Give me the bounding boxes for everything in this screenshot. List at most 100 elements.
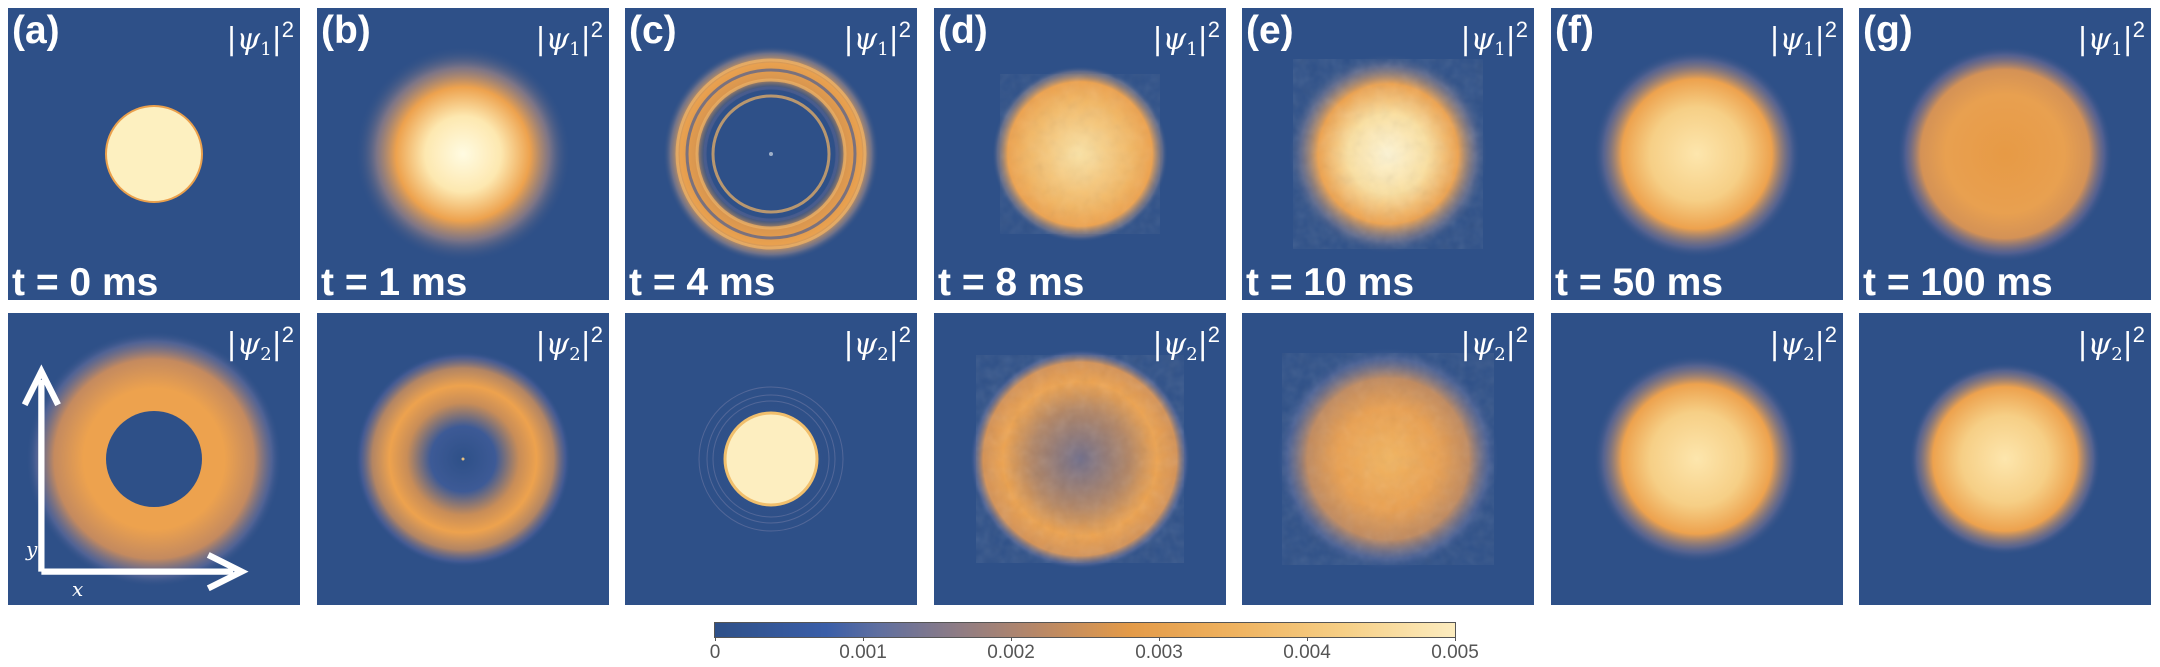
axes-indicator [21,364,249,592]
psi-label: |ψ2|2 [535,322,603,365]
colorbar-tick-label: 0.005 [1431,642,1479,663]
psi-label: |ψ2|2 [1152,322,1220,365]
interference-ring [706,394,836,524]
psi-exponent: 2 [1824,17,1837,42]
density-map [105,105,203,203]
density-cloud [355,46,571,262]
colorbar-tick-mark [1307,637,1308,641]
density-panel-row2-col2: |ψ2|2 [317,313,609,605]
psi-label: |ψ1|2 [1769,17,1837,60]
colorbar-tick-mark [1011,637,1012,641]
panel-label: (c) [629,9,677,52]
density-cloud [1593,355,1801,563]
density-map [1909,363,2101,555]
psi-index: 1 [1494,39,1506,60]
psi-symbol: ψ [545,327,570,362]
psi-exponent: 2 [1824,322,1837,347]
psi-symbol: ψ [1779,22,1804,57]
speckle-texture [1000,74,1160,234]
density-map [663,46,879,262]
panel-label: (f) [1555,9,1594,52]
psi-symbol: ψ [853,22,878,57]
psi-exponent: 2 [1515,322,1528,347]
density-panel-row2-col4: |ψ2|2 [934,313,1226,605]
density-map [992,66,1168,242]
psi-exponent: 2 [1515,17,1528,42]
colorbar [714,622,1456,638]
speckle-texture [976,355,1184,563]
speckle-texture [1282,353,1494,565]
interference-ring [675,58,867,250]
y-arrowhead [21,364,61,407]
time-label: t = 10 ms [1246,261,1415,301]
colorbar-tick-mark [1455,637,1456,641]
x-arrowhead [206,552,249,592]
y-axis-label: y [26,537,38,561]
density-core [723,411,819,507]
psi-exponent: 2 [2132,322,2145,347]
psi-index: 2 [260,344,272,365]
density-map [1593,355,1801,563]
colorbar-tick-label: 0.002 [987,642,1035,663]
psi-exponent: 2 [1207,322,1220,347]
time-label: t = 0 ms [12,261,159,301]
density-panel-row1-col7: |ψ1|2 (g) t = 100 ms [1859,8,2151,300]
colorbar-tick-mark [1159,637,1160,641]
density-panel-row1-col6: |ψ1|2 (f) t = 50 ms [1551,8,1843,300]
density-panel-row1-col5: |ψ1|2 (e) t = 10 ms [1242,8,1534,300]
interference-ring [711,94,831,214]
panel-label: (b) [321,9,371,52]
speckle-texture [1293,59,1483,249]
density-map [355,351,571,567]
vortex-core [769,152,773,156]
time-label: t = 50 ms [1555,261,1724,301]
colorbar-tick-mark [863,637,864,641]
psi-index: 2 [2111,344,2123,365]
density-cloud [1897,46,2113,262]
psi-exponent: 2 [590,322,603,347]
psi-index: 2 [1494,344,1506,365]
psi-exponent: 2 [1207,17,1220,42]
colorbar-tick-mark [715,637,716,641]
psi-index: 2 [569,344,581,365]
panel-label: (a) [12,9,60,52]
psi-label: |ψ2|2 [1460,322,1528,365]
psi-index: 2 [877,344,889,365]
psi-label: |ψ2|2 [2077,322,2145,365]
density-panel-row2-col5: |ψ2|2 [1242,313,1534,605]
interference-ring [712,400,830,518]
density-map [1276,347,1500,571]
psi-exponent: 2 [898,17,911,42]
interference-ring [685,68,857,240]
psi-symbol: ψ [545,22,570,57]
interference-ring [698,386,844,532]
psi-label: |ψ2|2 [1769,322,1837,365]
density-map [970,349,1190,569]
time-label: t = 8 ms [938,261,1085,301]
psi-index: 1 [877,39,889,60]
vortex-core [461,457,465,461]
density-map [1897,46,2113,262]
density-panel-row1-col3: |ψ1|2 (c) t = 4 ms [625,8,917,300]
density-panel-row2-col3: |ψ2|2 [625,313,917,605]
interference-ring [695,78,847,230]
density-cloud [1909,363,2101,555]
colorbar-tick-label: 0 [709,642,721,663]
density-panel-row2-col6: |ψ2|2 [1551,313,1843,605]
psi-symbol: ψ [2087,327,2112,362]
density-panel-row2-col1: |ψ2|2 y x [8,313,300,605]
psi-index: 2 [1186,344,1198,365]
psi-index: 1 [1186,39,1198,60]
psi-symbol: ψ [1162,22,1187,57]
psi-index: 1 [569,39,581,60]
psi-exponent: 2 [281,322,294,347]
psi-label: |ψ1|2 [843,17,911,60]
time-label: t = 100 ms [1863,261,2053,301]
psi-label: |ψ1|2 [226,17,294,60]
psi-exponent: 2 [281,17,294,42]
psi-index: 2 [1803,344,1815,365]
density-cloud [1593,50,1801,258]
psi-symbol: ψ [2087,22,2112,57]
density-panel-row1-col2: |ψ1|2 (b) t = 1 ms [317,8,609,300]
